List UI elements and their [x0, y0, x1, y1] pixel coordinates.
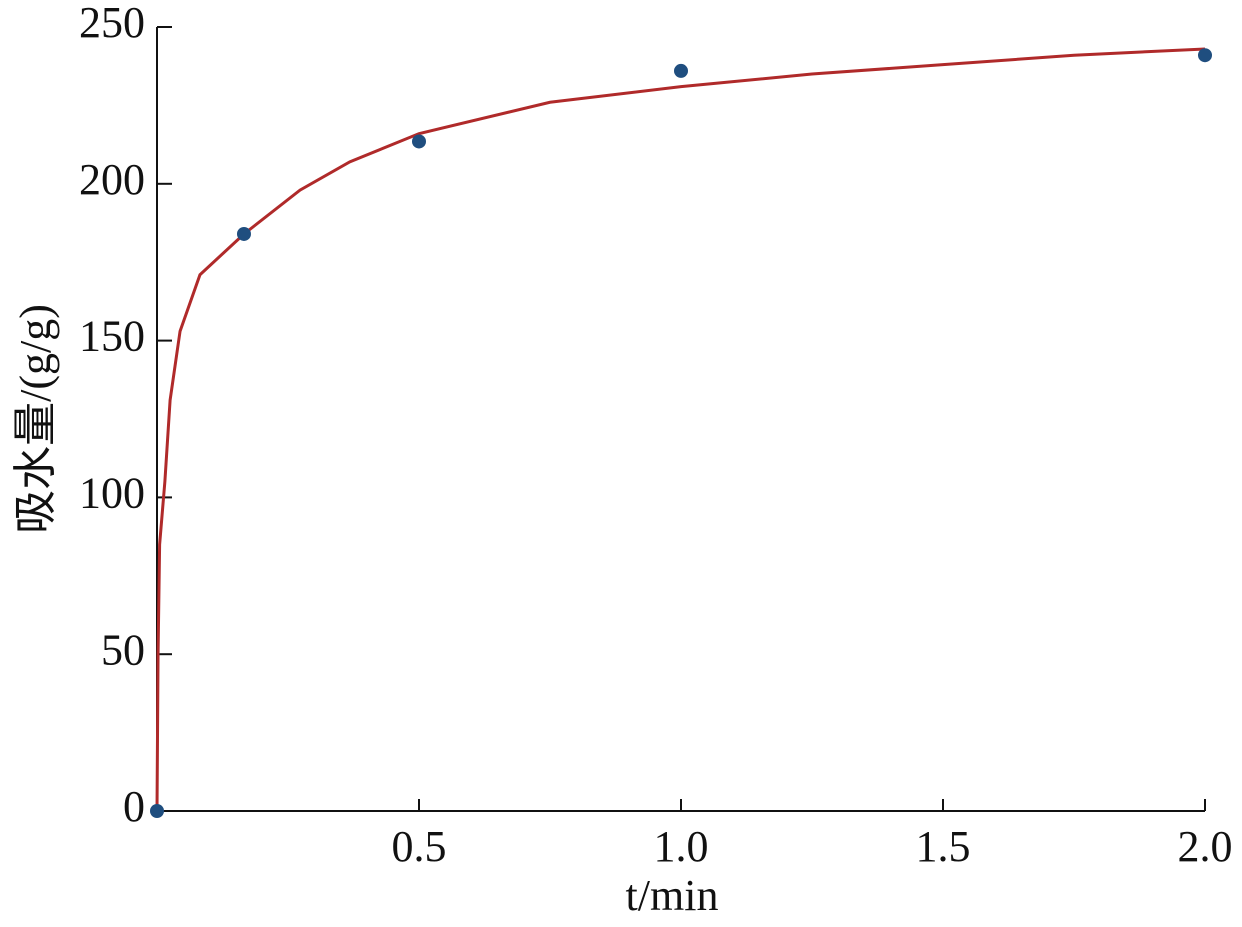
data-point — [674, 63, 688, 78]
data-point — [150, 804, 164, 818]
data-point — [1198, 48, 1212, 63]
y-tick-label: 250 — [79, 0, 145, 47]
x-tick-label: 1.5 — [916, 822, 971, 871]
x-tick-label: 1.0 — [654, 822, 709, 871]
y-axis-label: 吸水量/(g/g) — [11, 304, 60, 534]
y-tick-label: 150 — [79, 312, 145, 361]
fit-curve — [155, 47, 1206, 812]
y-tick-label: 200 — [79, 155, 145, 204]
y-tick-label: 0 — [123, 782, 145, 831]
y-tick-label: 100 — [79, 468, 145, 517]
y-tick-label: 50 — [101, 625, 145, 674]
x-tick-label: 2.0 — [1178, 822, 1233, 871]
data-point — [412, 134, 426, 149]
x-tick-label: 0.5 — [392, 822, 447, 871]
data-point — [236, 226, 251, 241]
x-axis-label: t/min — [626, 871, 719, 920]
